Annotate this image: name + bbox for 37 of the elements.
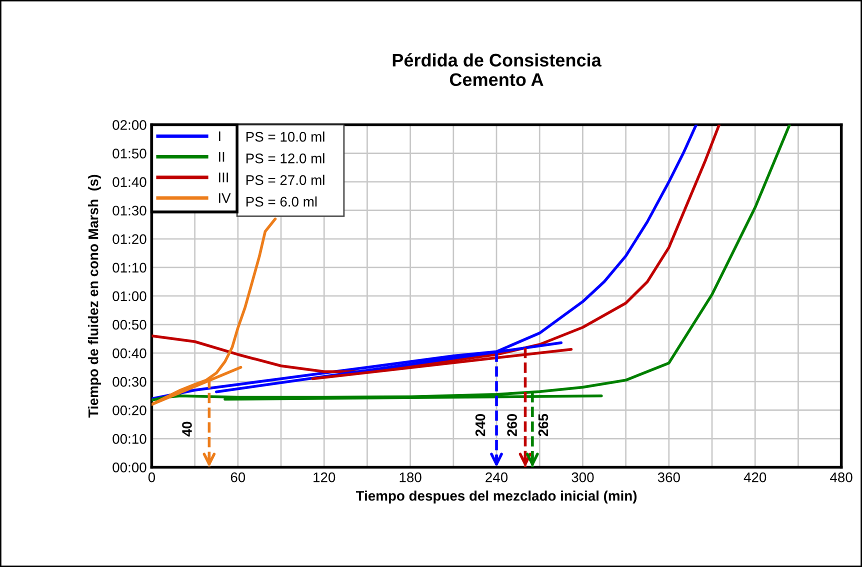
y-tick-label: 01:00 [112,291,146,302]
y-tick-label: 00:10 [112,434,146,444]
x-tick-label: 300 [572,472,594,482]
x-tick-label: 240 [486,472,508,482]
y-tick-label: 00:40 [112,348,146,358]
ref-line-label: 240 [475,414,486,436]
annotation: PS = 27.0 ml [246,174,324,185]
x-tick-label: 480 [830,472,852,482]
y-tick-label: 01:40 [112,177,146,187]
annotation: PS = 12.0 ml [246,153,324,164]
legend-label: I [218,132,220,142]
annotation: PS = 6.0 ml [246,196,317,207]
y-tick-label: 00:50 [112,320,146,330]
y-tick-label: 00:20 [112,405,146,416]
y-tick-label: 01:20 [112,234,146,244]
ref-line-label: 260 [507,414,517,436]
chart-title: Pérdida de Consistencia Cemento A [392,53,602,86]
y-tick-label: 01:50 [112,148,146,158]
x-axis-title: Tiempo despues del mezclado inicial (min) [356,490,637,504]
y-tick-label: 00:30 [112,376,146,387]
y-tick-label: 01:30 [112,206,146,216]
legend-label: II [218,152,224,162]
x-tick-label: 360 [658,472,680,482]
y-tick-label: 00:00 [112,462,146,472]
x-tick-label: 120 [314,472,336,482]
annotation: PS = 10.0 ml [246,132,324,142]
ref-line-label: 40 [182,422,192,436]
ref-line-label: 265 [538,414,548,436]
y-tick-label: 01:10 [112,262,146,273]
legend-label: III [218,172,228,182]
x-tick-label: 420 [744,472,766,482]
x-tick-label: 180 [400,472,422,482]
y-tick-label: 02:00 [112,120,146,130]
y-axis-title: Tiempo de fluidez en cono Marsh (s) [88,174,101,418]
legend-label: IV [218,193,231,203]
x-tick-label: 60 [230,472,246,482]
x-tick-label: 0 [148,472,156,482]
